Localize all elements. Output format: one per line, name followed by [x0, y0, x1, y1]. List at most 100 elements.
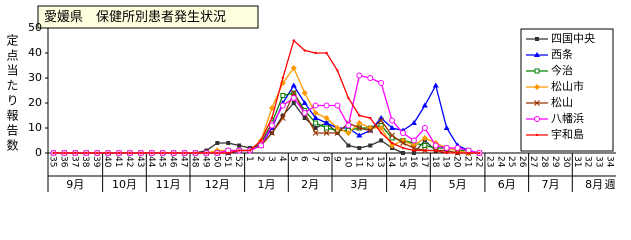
point [421, 102, 428, 108]
point [194, 151, 197, 155]
point [312, 110, 319, 116]
x-tick-label: 49 [200, 156, 210, 168]
point [216, 151, 219, 155]
x-tick-label: 40 [102, 156, 112, 168]
point [237, 143, 242, 148]
point [226, 141, 231, 145]
point [312, 102, 319, 109]
point [183, 151, 186, 155]
point [378, 125, 385, 131]
point [227, 151, 230, 155]
point [172, 151, 175, 155]
point [412, 149, 416, 152]
point [379, 138, 384, 143]
point [291, 101, 296, 105]
month-label: 5月 [449, 178, 467, 191]
point [378, 117, 385, 124]
point [534, 116, 540, 122]
x-tick-label: 23 [484, 156, 494, 167]
x-tick-label: 20 [452, 156, 462, 168]
month-label: 4月 [399, 178, 417, 191]
point [334, 125, 341, 131]
point [346, 143, 351, 148]
x-tick-label: 51 [222, 156, 232, 167]
month-label: 11月 [156, 178, 181, 191]
point [534, 100, 540, 106]
point [445, 151, 448, 155]
x-tick-label: 15 [397, 156, 407, 167]
x-tick-label: 43 [135, 156, 145, 167]
x-tick-label: 1 [244, 156, 254, 162]
point [535, 37, 539, 41]
point [323, 120, 330, 125]
point [301, 110, 308, 116]
x-tick-label: 47 [179, 156, 189, 167]
point [401, 151, 405, 155]
point [534, 68, 540, 74]
x-tick-label: 3 [266, 156, 276, 162]
x-tick-label: 8 [321, 156, 331, 162]
point [400, 130, 406, 136]
point [302, 116, 307, 120]
point [268, 105, 275, 111]
point [356, 120, 363, 126]
point [390, 141, 394, 145]
month-label: 9月 [66, 178, 84, 191]
x-tick-label: 30 [561, 156, 571, 168]
x-tick-label: 45 [157, 156, 167, 167]
y-axis-label: 定点当たり報告数 [5, 33, 19, 154]
point [456, 151, 459, 155]
month-label: 10月 [112, 178, 137, 191]
x-tick-label: 31 [572, 156, 582, 167]
point [314, 51, 317, 55]
point [128, 151, 132, 155]
point [334, 130, 341, 136]
point [268, 130, 275, 136]
x-tick-label: 42 [124, 156, 134, 167]
y-tick-label: 30 [28, 71, 42, 84]
x-tick-label: 9 [331, 156, 341, 162]
point [290, 65, 297, 71]
month-label: 8月 [585, 178, 603, 191]
point [290, 90, 297, 96]
point [421, 135, 428, 141]
point [356, 132, 363, 138]
point [279, 102, 286, 109]
legend-label: 松山市 [551, 79, 584, 93]
point [356, 72, 363, 79]
month-label: 6月 [498, 178, 516, 191]
point [410, 137, 417, 144]
point [323, 130, 330, 136]
point [389, 125, 396, 130]
point [434, 149, 437, 152]
point [345, 122, 352, 129]
x-tick-label: 10 [342, 156, 352, 168]
x-tick-label: 34 [605, 156, 615, 168]
point [215, 141, 220, 145]
x-tick-label: 11 [353, 156, 363, 167]
x-tick-label: 21 [463, 156, 473, 167]
point [292, 39, 295, 42]
point [421, 125, 428, 131]
point [52, 151, 55, 155]
point [312, 115, 319, 120]
point [478, 151, 481, 155]
point [534, 84, 540, 90]
point [106, 151, 110, 155]
x-tick-label: 33 [594, 156, 604, 167]
point [324, 125, 330, 131]
x-tick-label: 26 [517, 156, 527, 168]
x-tick-label: 29 [550, 156, 560, 168]
legend-box [520, 28, 614, 152]
point [63, 151, 66, 155]
point [411, 151, 416, 155]
point [410, 120, 417, 125]
legend-label: 八幡浜 [551, 111, 584, 125]
month-label: 週 [605, 178, 616, 191]
point [389, 117, 396, 124]
point [389, 132, 396, 139]
x-tick-label: 41 [113, 156, 123, 167]
point [313, 126, 318, 130]
x-tick-label: 6 [299, 156, 309, 162]
x-tick-label: 52 [233, 156, 243, 167]
